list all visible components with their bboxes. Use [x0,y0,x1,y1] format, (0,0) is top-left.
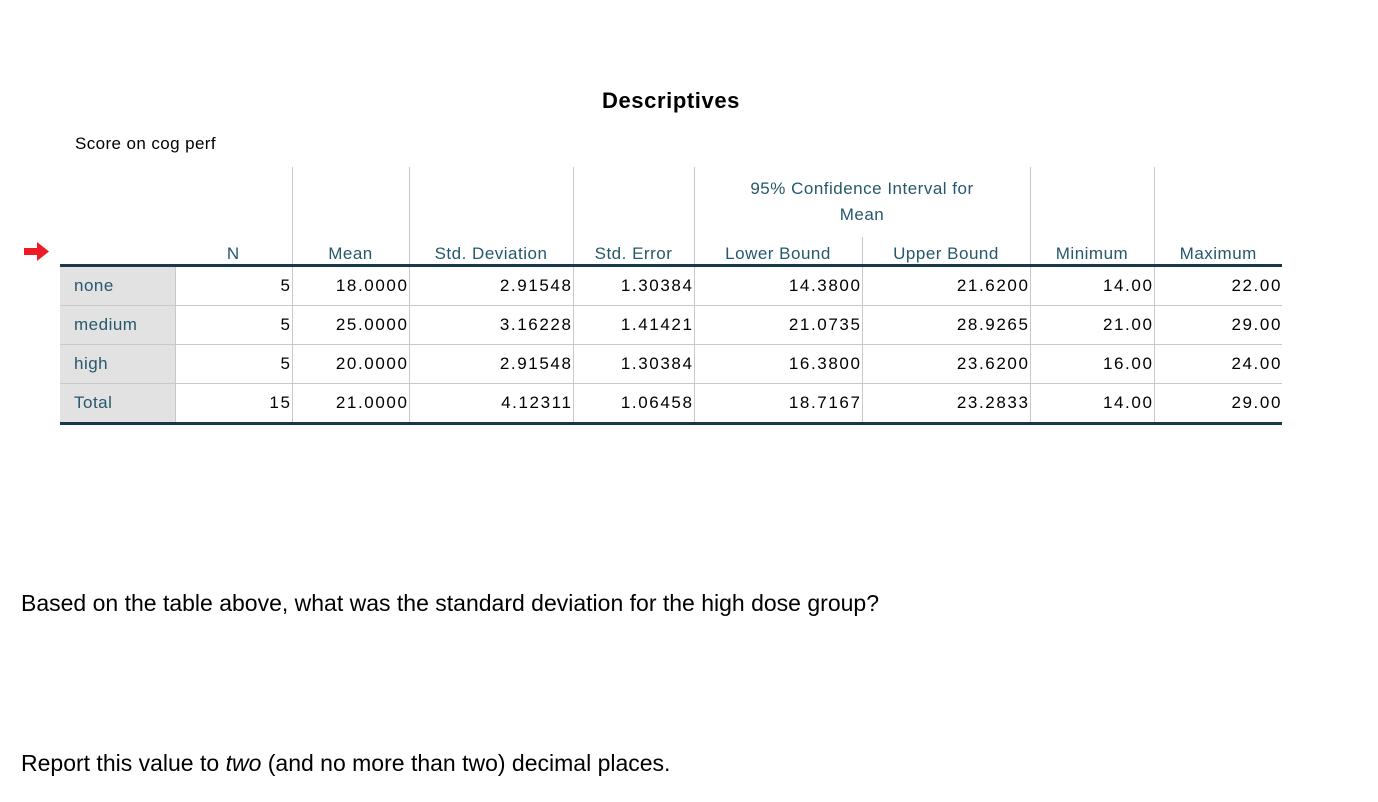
row-label: medium [60,304,175,344]
cell-std-deviation: 4.12311 [408,382,573,423]
cell-minimum: 21.00 [1029,304,1154,344]
row-label: Total [60,382,175,423]
instruction-emphasis: two [225,750,262,776]
row-label: none [60,263,175,305]
cell-minimum: 14.00 [1029,263,1154,305]
col-header-std-deviation: Std. Deviation [408,167,573,265]
cell-upper-bound: 23.2833 [861,382,1030,423]
cell-minimum: 14.00 [1029,382,1154,423]
cell-std-deviation: 3.16228 [408,304,573,344]
page-title: Descriptives [601,88,741,113]
table-row-medium: medium 5 25.0000 3.16228 1.41421 21.0735… [60,304,1282,344]
cell-mean: 20.0000 [291,343,409,383]
col-header-n: N [226,243,240,263]
cell-lower-bound: 16.3800 [693,343,862,383]
table-row-total: Total 15 21.0000 4.12311 1.06458 18.7167… [60,382,1282,423]
instruction-text: Report this value to two (and no more th… [21,750,670,777]
table-row-none: none 5 18.0000 2.91548 1.30384 14.3800 2… [60,263,1282,305]
ci-group-label: 95% Confidence Interval for Mean [750,178,974,224]
red-arrow-right-icon [24,242,49,261]
cell-n: 5 [174,304,292,344]
cell-std-error: 1.30384 [572,343,694,383]
instruction-prefix: Report this value to [21,750,226,776]
table-row-high: high 5 20.0000 2.91548 1.30384 16.3800 2… [60,343,1282,383]
col-header-ci-group: 95% Confidence Interval for Mean [693,167,1030,237]
cell-std-deviation: 2.91548 [408,263,573,305]
header-row-top: N Mean Std. Deviation Std. Error 95% Con… [60,167,1282,265]
cell-lower-bound: 14.3800 [693,263,862,305]
cell-lower-bound: 18.7167 [693,382,862,423]
table-header: N Mean Std. Deviation Std. Error 95% Con… [60,167,1282,265]
cell-std-error: 1.41421 [572,304,694,344]
cell-maximum: 22.00 [1153,263,1282,305]
instruction-suffix: (and no more than two) decimal places. [261,750,671,776]
corner-cell [60,167,175,265]
header-row-sub: Lower Bound Upper Bound [60,237,1282,265]
question-text: Based on the table above, what was the s… [21,590,879,616]
cell-mean: 18.0000 [291,263,409,305]
descriptives-table: N Mean Std. Deviation Std. Error 95% Con… [60,167,1282,425]
col-header-mean: Mean [291,167,409,265]
cell-n: 5 [174,263,292,305]
row-label: high [60,343,175,383]
cell-maximum: 24.00 [1153,343,1282,383]
cell-mean: 21.0000 [291,382,409,423]
col-header-upper-bound: Upper Bound [861,237,1030,265]
col-header-lower-bound: Lower Bound [693,237,862,265]
col-header-minimum: Minimum [1029,167,1154,265]
cell-maximum: 29.00 [1153,304,1282,344]
table-body: none 5 18.0000 2.91548 1.30384 14.3800 2… [60,263,1282,423]
cell-minimum: 16.00 [1029,343,1154,383]
table-caption: Score on cog perf [75,134,216,153]
cell-std-error: 1.06458 [572,382,694,423]
cell-n: 15 [174,382,292,423]
cell-mean: 25.0000 [291,304,409,344]
cell-upper-bound: 23.6200 [861,343,1030,383]
col-header-maximum: Maximum [1153,167,1282,265]
cell-std-error: 1.30384 [572,263,694,305]
cell-upper-bound: 28.9265 [861,304,1030,344]
col-header-std-error: Std. Error [572,167,694,265]
cell-n: 5 [174,343,292,383]
cell-std-deviation: 2.91548 [408,343,573,383]
cell-maximum: 29.00 [1153,382,1282,423]
cell-lower-bound: 21.0735 [693,304,862,344]
cell-upper-bound: 21.6200 [861,263,1030,305]
